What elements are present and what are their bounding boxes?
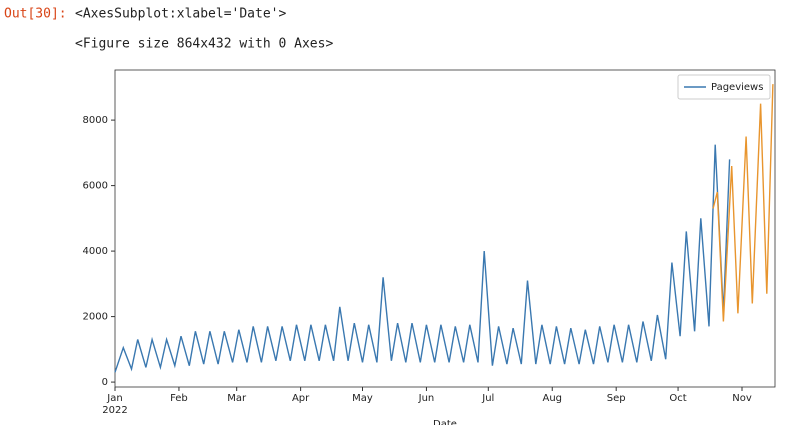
x-tick-label: Sep — [607, 393, 626, 404]
x-tick-label: Aug — [542, 393, 562, 404]
x-tick-label: Jul — [481, 393, 494, 404]
y-tick-label: 6000 — [83, 181, 108, 192]
x-tick-label: Nov — [732, 393, 752, 404]
figure-repr: <Figure size 864x432 with 0 Axes> — [75, 37, 333, 52]
x-tick-label: Mar — [227, 393, 247, 404]
legend-label: Pageviews — [711, 82, 763, 93]
x-tick-label: Jun — [418, 393, 435, 404]
x-year-label: 2022 — [102, 405, 127, 416]
y-tick-label: 0 — [102, 377, 108, 388]
x-tick-label: Oct — [669, 393, 686, 404]
x-tick-label: Apr — [292, 393, 310, 404]
x-tick-label: Jan — [106, 393, 122, 404]
x-tick-label: Feb — [170, 393, 188, 404]
plot-frame — [114, 69, 776, 388]
series-line — [712, 84, 774, 322]
y-tick-label: 4000 — [83, 246, 108, 257]
series-line — [114, 144, 731, 373]
x-tick-label: May — [352, 393, 373, 404]
y-tick-label: 2000 — [83, 312, 108, 323]
output-prompt: Out[30]: — [4, 7, 67, 22]
legend-box — [677, 74, 771, 100]
axes-repr: <AxesSubplot:xlabel='Date'> — [75, 7, 286, 22]
y-tick-label: 8000 — [83, 115, 108, 126]
x-axis-label: Date — [433, 419, 457, 425]
